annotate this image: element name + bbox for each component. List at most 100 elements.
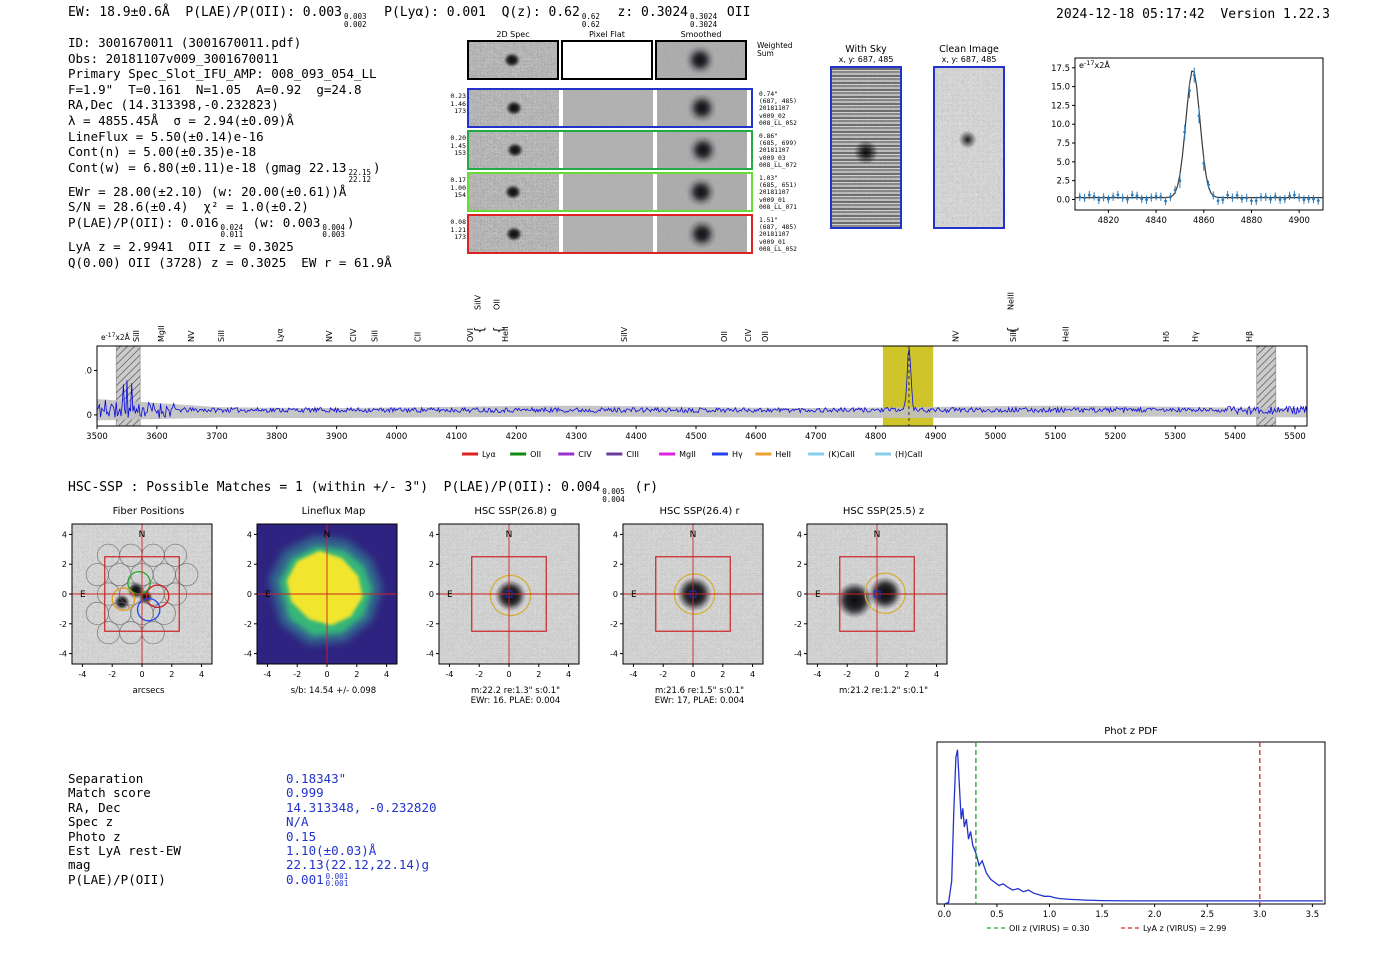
weighted-sum-label: Weighted Sum <box>757 41 793 59</box>
svg-text:0: 0 <box>797 590 802 599</box>
row-source-labels: 0.74" (687, 485) 20181107 v009_02 008_LL_052 <box>759 91 797 127</box>
svg-text:-2: -2 <box>794 620 802 629</box>
svg-text:Hδ: Hδ <box>1162 331 1171 342</box>
svg-text:4840: 4840 <box>1145 216 1167 226</box>
cutout-title: HSC SSP(26.8) g <box>474 506 557 517</box>
svg-text:-4: -4 <box>263 670 271 679</box>
svg-text:Hγ: Hγ <box>732 450 743 459</box>
svg-text:2: 2 <box>169 670 174 679</box>
photz-legend: OII z (VIRUS) = 0.30 LyA z (VIRUS) = 2.99 <box>987 924 1226 933</box>
svg-text:4: 4 <box>613 530 618 539</box>
s2d-stamp <box>469 90 559 126</box>
text-segment: ID: 3001670011 (3001670011.pdf) <box>68 35 302 50</box>
text-segment: HSC-SSP : Possible Matches = 1 (within +… <box>68 480 601 495</box>
match-table-label: Spec z <box>68 814 114 830</box>
svg-text:Hγ: Hγ <box>1191 331 1200 342</box>
svg-text:2: 2 <box>429 560 434 569</box>
sm-stamp <box>657 42 745 78</box>
svg-text:(H)CaII: (H)CaII <box>895 450 922 459</box>
info-line: Obs: 20181107v009_3001670011 <box>68 51 392 67</box>
svg-text:-4: -4 <box>426 650 434 659</box>
svg-text:0.0: 0.0 <box>938 910 952 920</box>
y-axis-label: e-17x2Å <box>1079 59 1110 70</box>
svg-text:4800: 4800 <box>865 432 887 442</box>
flat-stamp <box>563 216 653 252</box>
svg-text:4900: 4900 <box>1288 216 1310 226</box>
svg-text:SiIV: SiIV <box>620 326 629 342</box>
svg-text:-2: -2 <box>59 620 67 629</box>
cutout-axes: -4 -4 -2 -2 0 0 2 2 4 4 <box>59 523 213 679</box>
svg-text:LyA z (VIRUS) = 2.99: LyA z (VIRUS) = 2.99 <box>1143 924 1226 933</box>
s2d-stamp <box>469 42 557 78</box>
svg-text:HeII: HeII <box>501 326 510 342</box>
svg-text:4: 4 <box>750 670 755 679</box>
svg-text:CIV: CIV <box>349 328 358 342</box>
svg-text:NV: NV <box>951 330 960 342</box>
east-label: E <box>815 590 821 600</box>
clean-image-panel: Clean Image x, y: 687, 485 <box>931 44 1007 229</box>
fiber-smoothed-image <box>657 216 747 252</box>
cutout-caption: m:22.2 re:1.3" s:0.1" <box>470 686 561 696</box>
svg-text:4100: 4100 <box>446 432 468 442</box>
svg-text:CII: CII <box>413 332 422 342</box>
svg-text:-4: -4 <box>244 650 252 659</box>
cutout-title: HSC SSP(25.5) z <box>842 506 925 517</box>
svg-text:-4: -4 <box>813 670 821 679</box>
fiber-pixelflat-image <box>563 132 653 168</box>
y-axis-label: e-17x2Å <box>101 332 131 342</box>
cutout-overlays <box>807 524 947 664</box>
svg-text:OII: OII <box>761 331 770 342</box>
svg-text:1.0: 1.0 <box>1043 910 1057 920</box>
text-segment: Obs: 20181107v009_3001670011 <box>68 50 279 66</box>
svg-text:NeIII: NeIII <box>1006 292 1015 310</box>
match-table-label: Match score <box>68 785 151 801</box>
svg-text:2.5: 2.5 <box>1200 910 1214 920</box>
with-sky-image <box>830 66 902 229</box>
svg-text:4: 4 <box>429 530 434 539</box>
svg-text:-4: -4 <box>610 650 618 659</box>
svg-text:0: 0 <box>874 670 879 679</box>
fiber-smoothed-image <box>657 132 747 168</box>
fiber-2dspec-image <box>469 174 559 210</box>
svg-text:4: 4 <box>934 670 939 679</box>
svg-text:2: 2 <box>904 670 909 679</box>
cutout-title: Lineflux Map <box>301 506 366 517</box>
cutout-panel-hsc-2: HSC SSP(26.8) g N E -4 -4 -2 -2 0 0 2 2 4 4 m:22.2 re… <box>413 506 598 706</box>
svg-text:OII: OII <box>720 331 729 342</box>
svg-text:0: 0 <box>62 590 67 599</box>
match-table-value: 0.15 <box>286 828 317 844</box>
gaussian-fit-curve <box>1075 70 1323 199</box>
svg-text:3.5: 3.5 <box>1306 910 1320 920</box>
stacked-uncertainty: 22.15 22.12 <box>348 167 372 185</box>
north-label: N <box>874 530 881 540</box>
svg-text:3600: 3600 <box>146 432 168 442</box>
svg-text:-4: -4 <box>629 670 637 679</box>
text-segment: (w: 0.003 <box>245 214 321 230</box>
svg-text:Lyα: Lyα <box>482 450 496 459</box>
svg-text:0.5: 0.5 <box>990 910 1004 920</box>
cutout-panel-lineflux-1: Lineflux Map N E -4 -4 -2 -2 0 0 2 2 4 4 s/b: 14.54 +… <box>231 506 416 696</box>
text-segment: S/N = 28.6(±0.4) χ² = 1.0(±0.2) <box>68 199 309 215</box>
svg-text:0: 0 <box>324 670 329 679</box>
text-segment: Primary Spec_Slot_IFU_AMP: 008_093_054_L… <box>68 66 377 82</box>
svg-text:4: 4 <box>247 530 252 539</box>
match-table-value: 0.18343" <box>286 771 347 786</box>
spec2d-fiber-row: 0.08 1.21 173 1.51" (687, 485) 20181107 v009_0… <box>450 214 797 254</box>
svg-text:17.5: 17.5 <box>1051 64 1070 74</box>
line-fit-plot: 0.0 2.5 5.0 7.5 10.0 12.5 15.0 17.5 4820 4840 4860… <box>1035 46 1330 240</box>
svg-text:4: 4 <box>199 670 204 679</box>
text-segment: λ = 4855.45Å σ = 2.94(±0.09)Å <box>68 112 294 128</box>
info-line: λ = 4855.45Å σ = 2.94(±0.09)Å <box>68 113 392 129</box>
photz-pdf-plot: Phot z PDF 0.0 0.5 1.0 1.5 2.0 2.5 3.0 3.5 OII z … <box>927 724 1333 942</box>
sm-stamp <box>657 90 747 126</box>
hsc-cutout-svg: N E -4 -4 -2 -2 0 0 2 2 4 4 <box>794 523 948 679</box>
cutout-axes: -4 -4 -2 -2 0 0 2 2 4 4 <box>426 523 580 679</box>
svg-text:CIII: CIII <box>626 450 639 459</box>
sm-stamp <box>657 174 747 210</box>
svg-text:4820: 4820 <box>1098 216 1120 226</box>
svg-text:Hβ: Hβ <box>1245 331 1254 342</box>
stacked-uncertainty: 0.004 0.003 <box>322 222 345 240</box>
hsc-cutout-svg: N E -4 -4 -2 -2 0 0 2 2 4 4 <box>426 523 580 679</box>
masked-region-hatch <box>1256 346 1277 426</box>
clean-image <box>933 66 1005 229</box>
